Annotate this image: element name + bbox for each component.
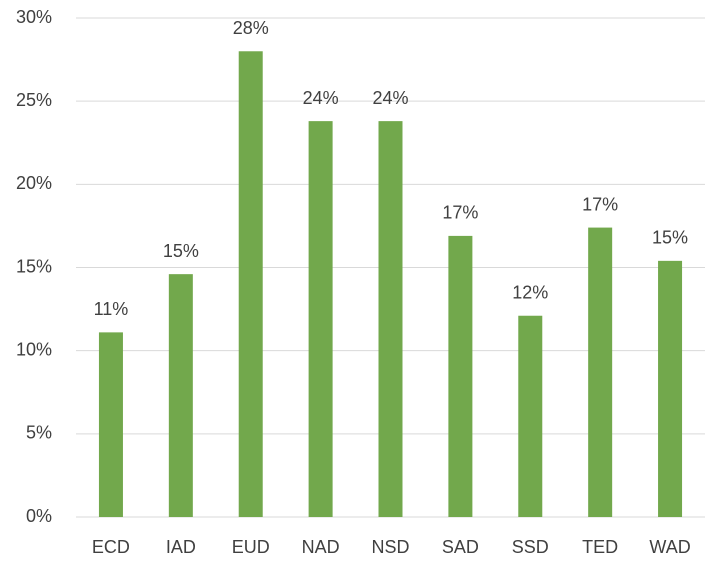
x-tick-label: ECD bbox=[92, 537, 130, 557]
y-tick-label: 0% bbox=[26, 506, 52, 526]
y-tick-label: 5% bbox=[26, 423, 52, 443]
x-tick-label: SAD bbox=[442, 537, 479, 557]
x-tick-label: EUD bbox=[232, 537, 270, 557]
data-label: 15% bbox=[652, 228, 688, 248]
y-tick-label: 15% bbox=[16, 256, 52, 276]
x-tick-label: IAD bbox=[166, 537, 196, 557]
x-tick-label: NSD bbox=[371, 537, 409, 557]
bar bbox=[308, 121, 333, 518]
data-label: 24% bbox=[372, 88, 408, 108]
x-tick-label: NAD bbox=[302, 537, 340, 557]
x-tick-label: WAD bbox=[649, 537, 690, 557]
y-tick-label: 20% bbox=[16, 173, 52, 193]
bar bbox=[98, 332, 123, 517]
data-label: 15% bbox=[163, 241, 199, 261]
bar bbox=[238, 51, 263, 518]
x-tick-label: TED bbox=[582, 537, 618, 557]
data-label: 17% bbox=[582, 194, 618, 214]
data-label: 28% bbox=[233, 18, 269, 38]
y-tick-label: 30% bbox=[16, 7, 52, 27]
data-label: 17% bbox=[442, 203, 478, 223]
data-label: 24% bbox=[303, 88, 339, 108]
y-tick-label: 25% bbox=[16, 90, 52, 110]
bar bbox=[518, 315, 543, 517]
bar bbox=[658, 260, 683, 517]
data-label: 11% bbox=[94, 299, 129, 319]
x-tick-label: SSD bbox=[512, 537, 549, 557]
data-label: 12% bbox=[512, 282, 548, 302]
y-tick-label: 10% bbox=[16, 339, 52, 359]
bar bbox=[378, 121, 403, 518]
bar bbox=[588, 227, 613, 517]
bar bbox=[448, 235, 473, 517]
bar bbox=[168, 274, 193, 517]
